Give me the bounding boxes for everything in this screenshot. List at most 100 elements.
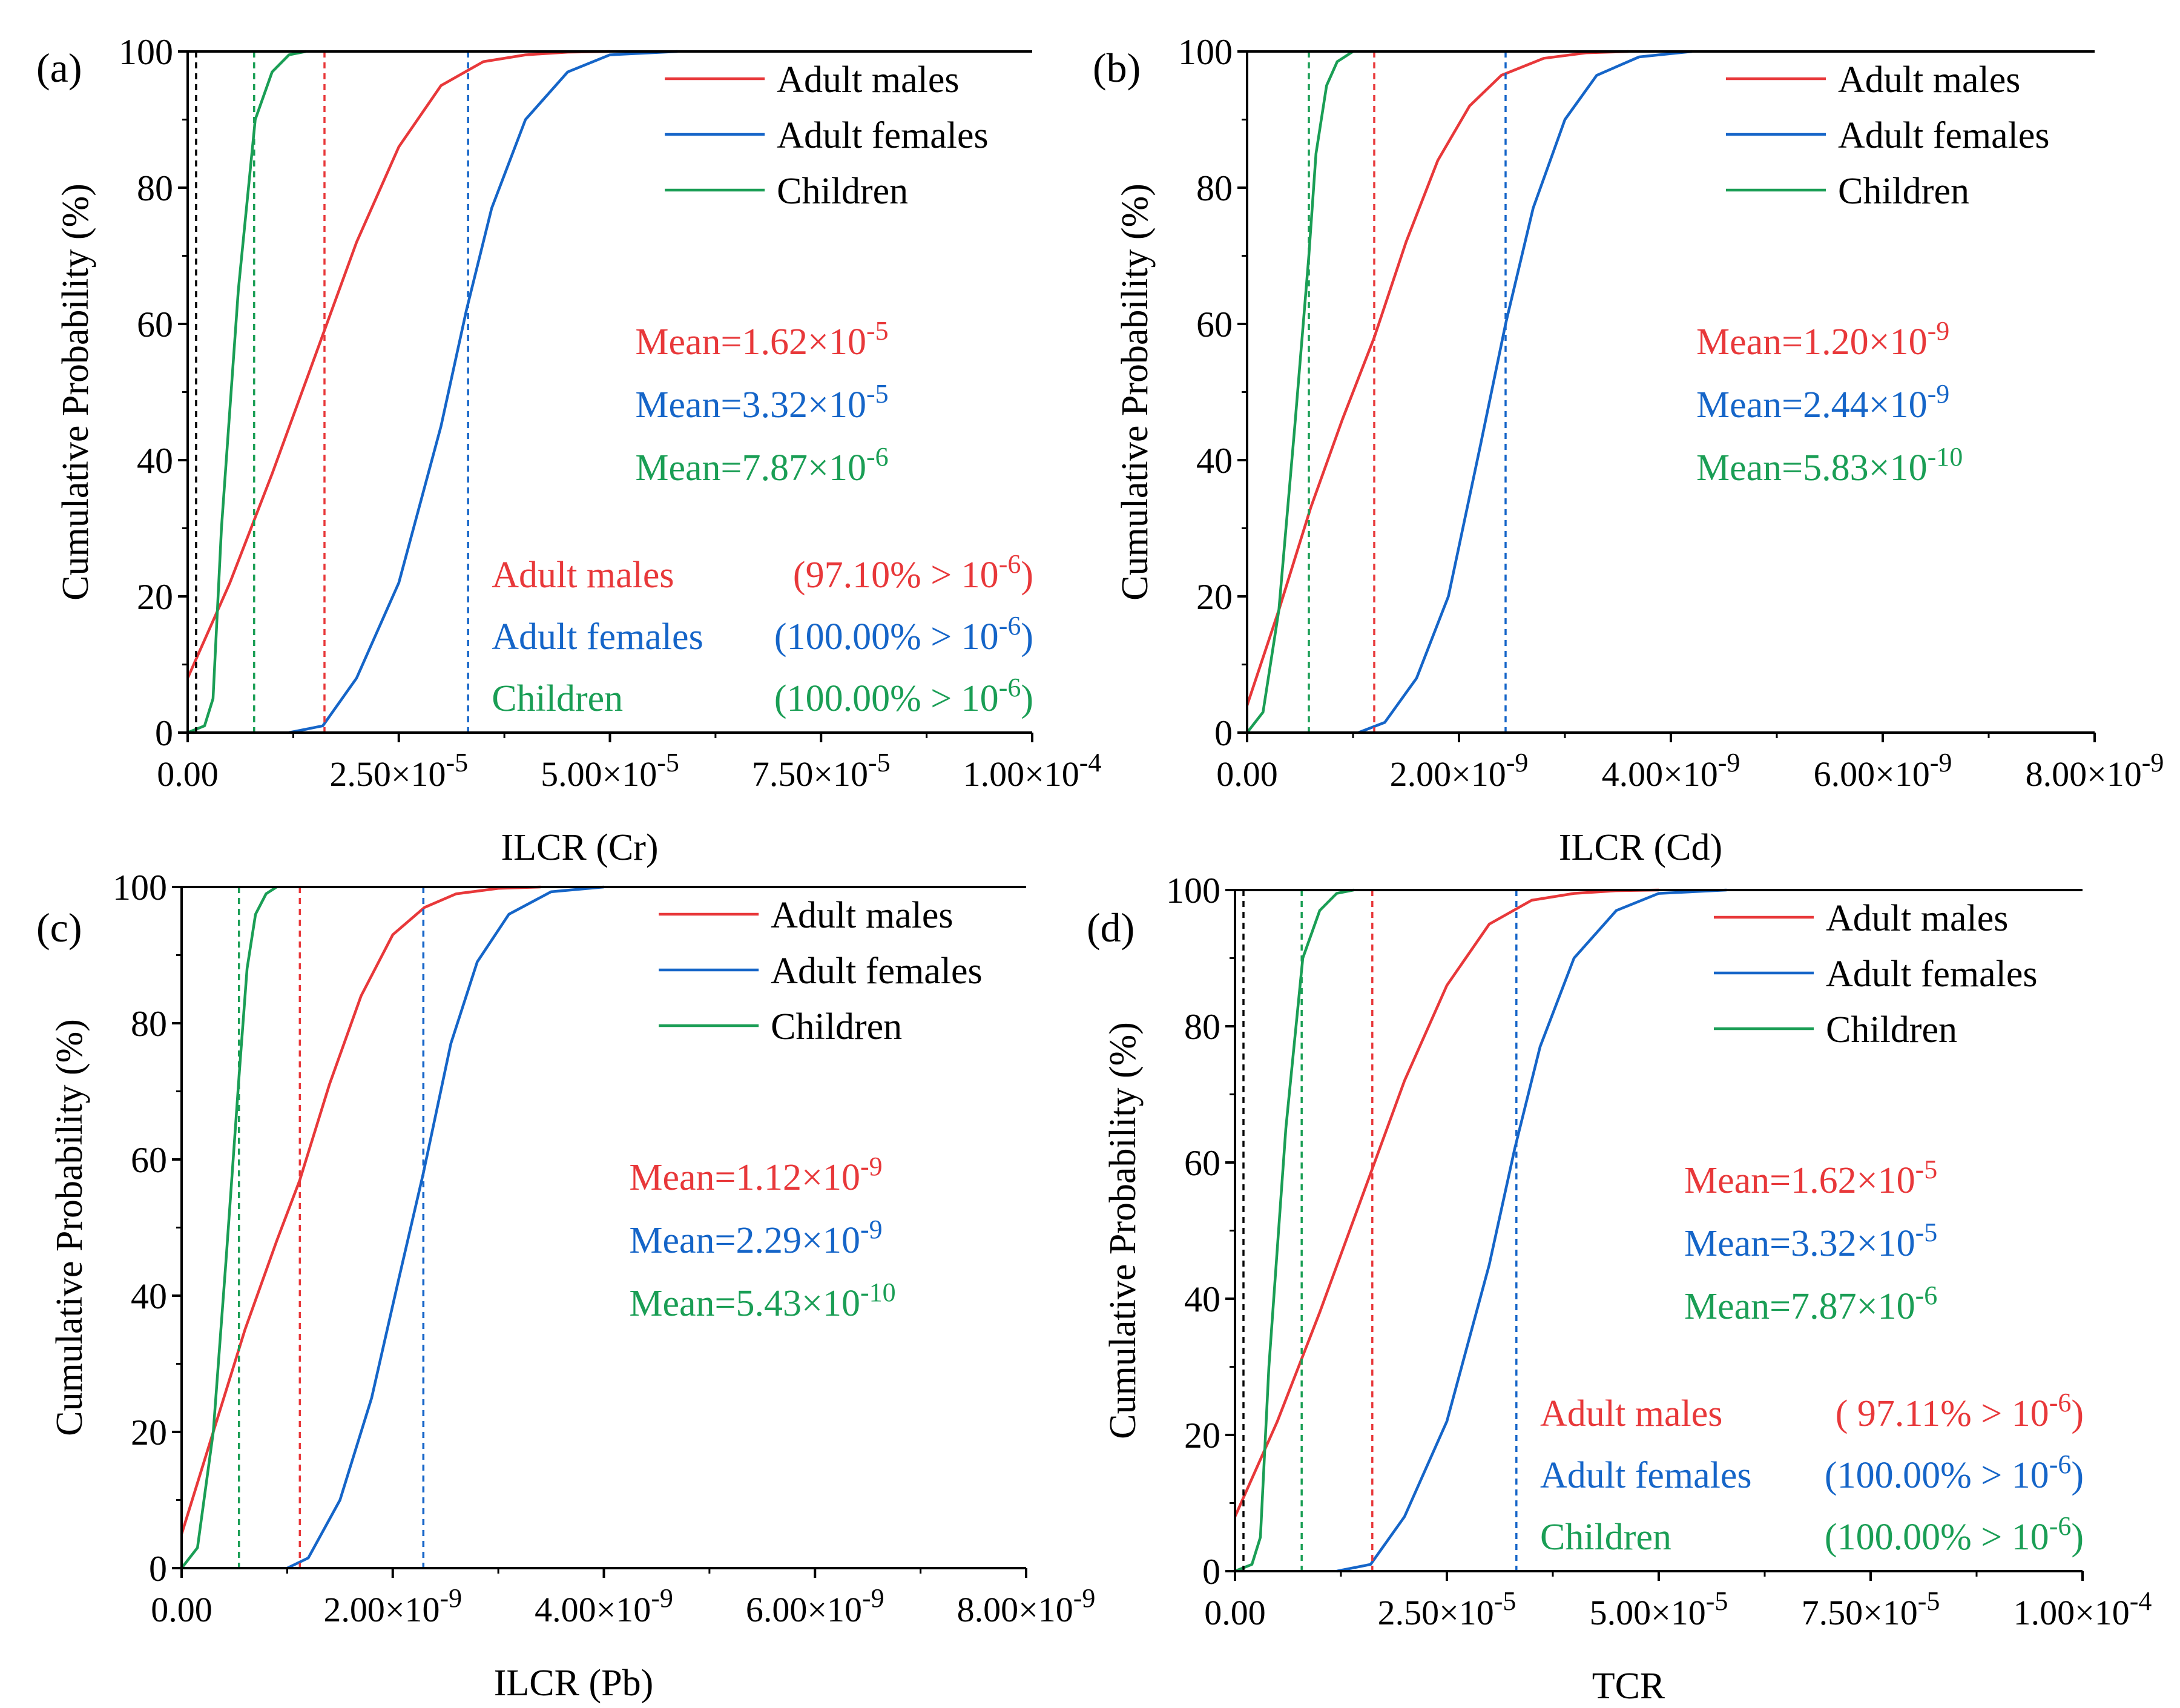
y-tick-label: 100 [113, 868, 167, 908]
x-tick-label-mantissa: 2.00×10 [1390, 754, 1506, 794]
legend-label-male: Adult males [1838, 59, 2020, 101]
y-tick-label: 60 [131, 1140, 167, 1180]
x-tick-label-exponent: -9 [1506, 748, 1529, 777]
y-tick-label: 0 [1202, 1552, 1220, 1592]
exceed-pct-exponent: -6 [2049, 1449, 2072, 1479]
mean-annotation-female: Mean=2.29×10-9 [629, 1215, 882, 1261]
y-tick-label: 0 [1214, 713, 1233, 753]
x-tick-label-exponent: -9 [1718, 748, 1740, 777]
panel-label: (d) [1087, 905, 1134, 951]
x-tick-label-exponent: -5 [657, 748, 679, 777]
mean-annotation-male-exponent: -9 [1928, 316, 1950, 346]
y-tick-label: 80 [1196, 168, 1233, 208]
legend-label-child: Children [1826, 1009, 1957, 1050]
x-tick-label-mantissa: 4.00×10 [1602, 754, 1718, 794]
series-line-child [187, 50, 306, 734]
exceed-pct-exponent: -6 [999, 673, 1021, 702]
x-tick-label-mantissa: 8.00×10 [957, 1590, 1073, 1629]
x-tick-label: 2.00×10-9 [323, 1583, 462, 1629]
exceed-name-male: Adult males [492, 555, 674, 596]
x-tick-label-mantissa: 1.00×10 [2014, 1593, 2130, 1632]
x-tick-label-mantissa: 0.00 [157, 754, 219, 794]
x-tick-label-exponent: -9 [651, 1583, 673, 1613]
exceed-pct-male: (97.10% > 10-6) [793, 549, 1033, 596]
mean-annotation-child: Mean=7.87×10-6 [635, 442, 888, 489]
x-tick-label-exponent: -5 [1706, 1586, 1728, 1616]
series-line-male [1233, 888, 1659, 1517]
mean-annotation-female-exponent: -9 [860, 1215, 883, 1244]
exceed-pct-exponent: -6 [2049, 1388, 2072, 1417]
mean-annotation-child-exponent: -6 [1915, 1281, 1938, 1310]
mean-annotation-female-exponent: -5 [1915, 1218, 1938, 1247]
x-tick-label: 2.50×10-5 [329, 748, 468, 794]
exceed-name-child: Children [492, 678, 623, 719]
exceed-pct-text: (100.00% > 10 [774, 616, 999, 658]
x-tick-label: 0.00 [157, 754, 219, 794]
series-line-child [180, 886, 278, 1569]
exceed-pct-exponent: -6 [999, 549, 1021, 579]
legend-label-child: Children [1838, 171, 1969, 212]
mean-annotation-female: Mean=3.32×10-5 [1684, 1218, 1937, 1264]
exceed-pct-close: ) [1021, 678, 1033, 719]
mean-annotation-female-mantissa: Mean=2.29×10 [629, 1220, 860, 1261]
mean-annotation-male: Mean=1.12×10-9 [629, 1152, 882, 1198]
x-tick-label: 2.50×10-5 [1378, 1586, 1516, 1632]
legend-label-female: Adult females [1838, 115, 2050, 156]
exceed-name-male: Adult males [1540, 1393, 1722, 1434]
y-tick-label: 40 [1196, 441, 1233, 481]
x-tick-label: 6.00×10-9 [1814, 748, 1952, 794]
x-tick-label-mantissa: 0.00 [1216, 754, 1278, 794]
x-axis-title: TCR [1592, 1666, 1665, 1707]
legend-label-female: Adult females [1826, 954, 2038, 995]
exceed-pct-exponent: -6 [2049, 1511, 2072, 1541]
exceed-name-female: Adult females [492, 616, 703, 658]
mean-annotation-child: Mean=7.87×10-6 [1684, 1281, 1937, 1327]
mean-annotation-male-exponent: -5 [866, 316, 889, 346]
series-line-male [186, 50, 610, 679]
x-tick-label-exponent: -9 [2142, 748, 2164, 777]
mean-annotation-male: Mean=1.62×10-5 [1684, 1155, 1937, 1201]
y-tick-label: 20 [131, 1413, 167, 1452]
x-tick-label-mantissa: 2.50×10 [1378, 1593, 1494, 1632]
y-tick-label: 60 [137, 305, 173, 345]
series-line-female [1336, 888, 1727, 1573]
x-tick-label-mantissa: 0.00 [1204, 1593, 1266, 1632]
exceed-pct-close: ) [2071, 1393, 2084, 1434]
x-tick-label-mantissa: 5.00×10 [1590, 1593, 1706, 1632]
exceed-pct-female: (100.00% > 10-6) [1825, 1449, 2084, 1496]
x-tick-label-mantissa: 1.00×10 [963, 754, 1079, 794]
mean-annotation-male-mantissa: Mean=1.62×10 [635, 321, 866, 363]
mean-annotation-male-exponent: -9 [860, 1152, 883, 1181]
y-tick-label: 0 [149, 1549, 167, 1589]
panel-label: (a) [36, 45, 82, 91]
series-line-child [1246, 50, 1354, 734]
mean-annotation-child-mantissa: Mean=5.83×10 [1696, 447, 1928, 489]
exceed-pct-text: ( 97.11% > 10 [1836, 1393, 2049, 1434]
mean-annotation-child-mantissa: Mean=5.43×10 [629, 1283, 860, 1324]
y-tick-label: 100 [119, 32, 173, 72]
exceed-name-female: Adult females [1540, 1455, 1752, 1496]
x-axis-title: ILCR (Cd) [1559, 827, 1722, 868]
panel-label: (b) [1093, 45, 1141, 91]
exceed-pct-child: (100.00% > 10-6) [1825, 1511, 2084, 1558]
x-tick-label-exponent: -9 [1930, 748, 1952, 777]
y-axis-title: Cumulative Probability (%) [55, 183, 96, 601]
x-tick-label: 5.00×10-5 [1590, 1586, 1728, 1632]
series-line-male [1245, 50, 1629, 706]
exceed-pct-text: (100.00% > 10 [1825, 1455, 2049, 1496]
x-axis-title: ILCR (Pb) [494, 1663, 654, 1704]
exceed-name-child: Children [1540, 1517, 1671, 1558]
x-tick-label: 4.00×10-9 [535, 1583, 673, 1629]
exceed-pct-text: (97.10% > 10 [793, 555, 999, 596]
mean-annotation-male-mantissa: Mean=1.20×10 [1696, 321, 1928, 363]
y-tick-label: 100 [1178, 32, 1233, 72]
exceed-pct-close: ) [1021, 555, 1033, 596]
mean-annotation-child-mantissa: Mean=7.87×10 [635, 447, 866, 489]
y-axis-title: Cumulative Probability (%) [1115, 183, 1156, 601]
x-tick-label-mantissa: 8.00×10 [2026, 754, 2142, 794]
y-tick-label: 100 [1166, 871, 1220, 911]
mean-annotation-child: Mean=5.83×10-10 [1696, 442, 1963, 489]
mean-annotation-female-mantissa: Mean=3.32×10 [635, 384, 866, 426]
